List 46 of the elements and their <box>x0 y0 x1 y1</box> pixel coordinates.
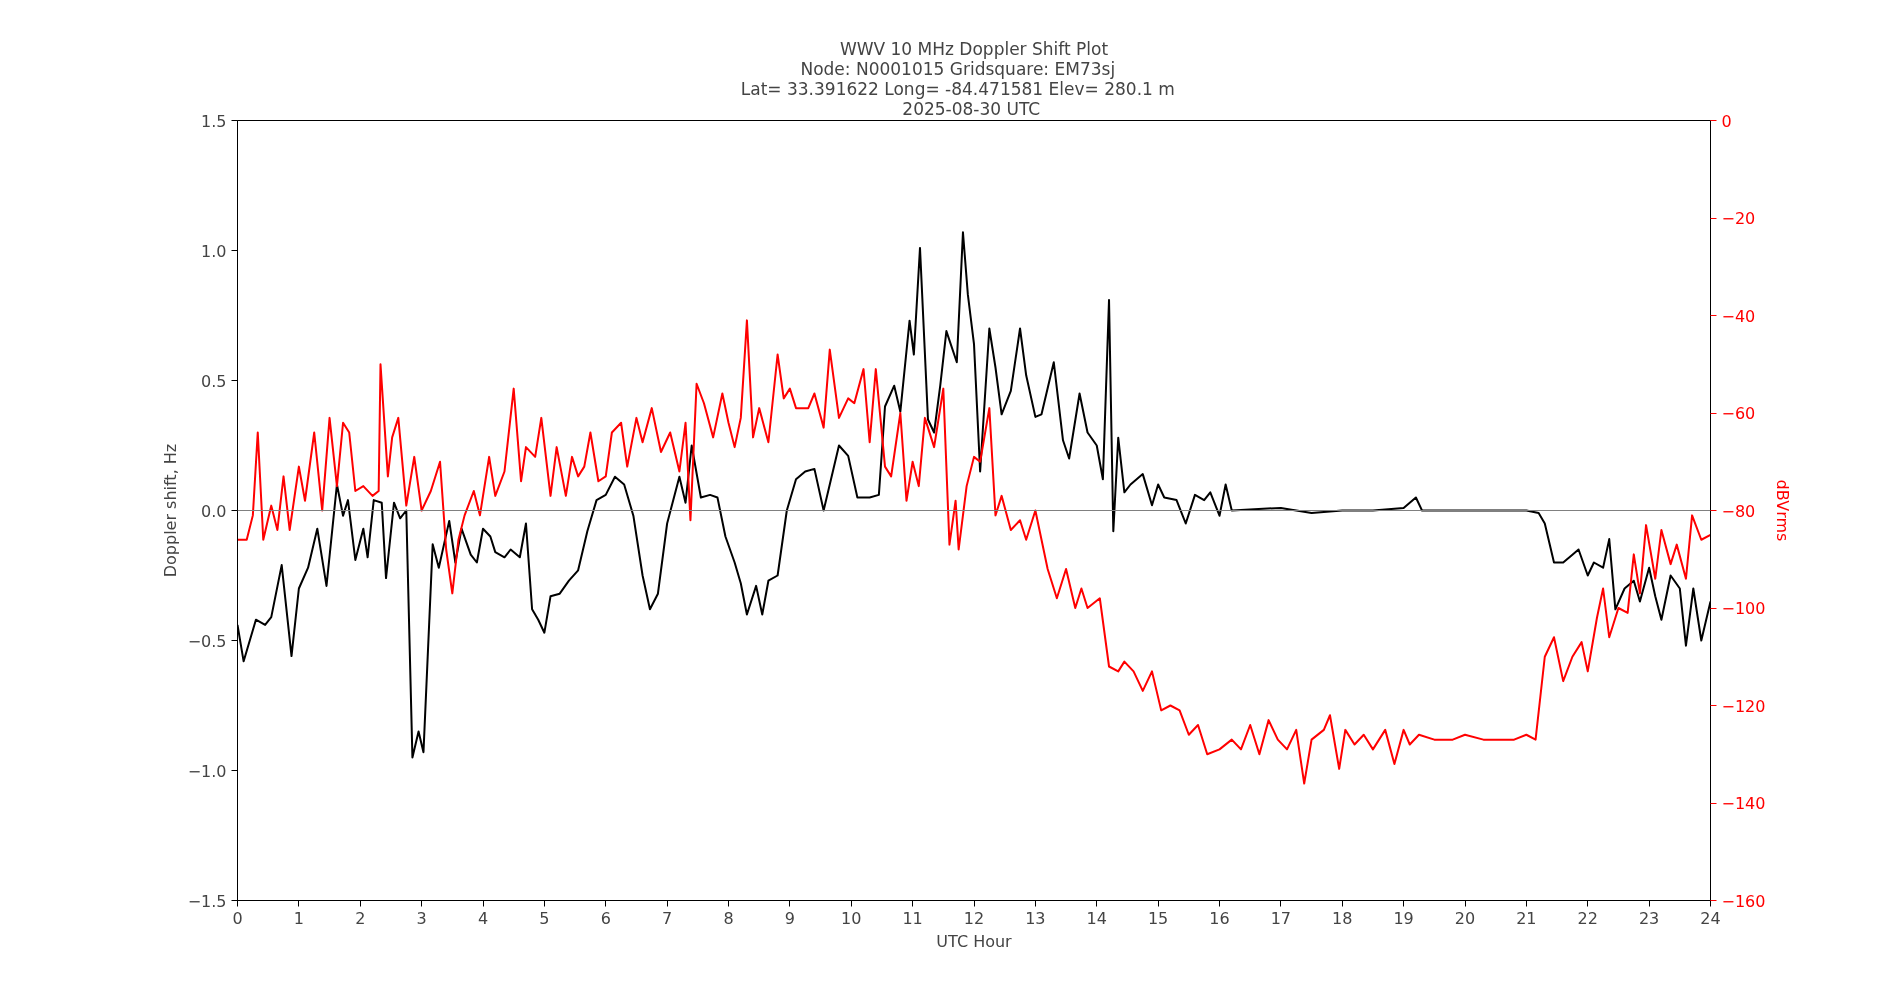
x-tick-label: 14 <box>1086 908 1107 928</box>
y2-tick-label: 0 <box>1721 111 1732 131</box>
x-tick-label: 6 <box>600 908 611 928</box>
x-tick-label: 1 <box>293 908 304 928</box>
x-axis-title: UTC Hour <box>936 931 1013 951</box>
line-series <box>237 319 1711 785</box>
y-tick-label: 1.0 <box>201 241 227 261</box>
x-tick-label: 22 <box>1577 908 1598 928</box>
x-tick-label: 24 <box>1700 908 1721 928</box>
y2-tick-label: −160 <box>1721 891 1766 911</box>
x-tick-label: 11 <box>902 908 923 928</box>
x-tick-label: 18 <box>1332 908 1353 928</box>
x-tick-label: 20 <box>1454 908 1476 928</box>
x-tick-label: 16 <box>1209 908 1230 928</box>
y-tick-label: 0.0 <box>201 501 227 521</box>
y2-tick-label: −60 <box>1721 404 1756 423</box>
x-tick-label: 10 <box>841 908 862 928</box>
x-tick-label: 12 <box>963 908 985 928</box>
x-tick-label: 8 <box>723 908 734 928</box>
x-tick-label: 21 <box>1516 908 1537 928</box>
chart-title: WWV 10 MHz Doppler Shift Plot Node: N0001015 Gridsquare: EM73sj Lat= 33.391622 Long= -84.471581 Elev= 280.1 m 2025-08-30 UTC <box>740 38 1175 119</box>
x-tick-label: 13 <box>1025 908 1046 928</box>
y-tick-label: 1.5 <box>201 111 227 131</box>
x-tick-label: 7 <box>662 908 673 928</box>
y2-tick-label: −20 <box>1721 209 1756 228</box>
x-tick-label: 19 <box>1393 908 1414 928</box>
x-tick-label: 3 <box>416 908 427 928</box>
y2-tick-label: −40 <box>1721 306 1756 326</box>
y2-tick-label: −100 <box>1721 599 1766 618</box>
x-tick-label: 23 <box>1638 908 1660 928</box>
x-tick-label: 15 <box>1147 908 1169 928</box>
y2-tick-label: −120 <box>1721 696 1766 716</box>
y2-tick-label: −80 <box>1721 501 1756 521</box>
y-tick-label: −1.5 <box>187 891 227 911</box>
x-tick-label: 9 <box>784 908 795 928</box>
y-tick-label: 0.5 <box>201 371 227 391</box>
y-tick-label: −1.0 <box>187 761 227 781</box>
y-axis-title: Doppler shift, Hz <box>160 443 180 578</box>
x-tick-label: 17 <box>1270 908 1292 928</box>
y2-tick-label: −140 <box>1721 794 1766 813</box>
x-tick-label: 0 <box>232 908 243 928</box>
y-tick-label: −0.5 <box>187 631 227 651</box>
x-tick-label: 5 <box>539 908 550 928</box>
x-tick-label: 2 <box>355 908 366 928</box>
y2-axis-title: dBVrms <box>1773 479 1793 542</box>
x-tick-label: 4 <box>477 908 489 928</box>
